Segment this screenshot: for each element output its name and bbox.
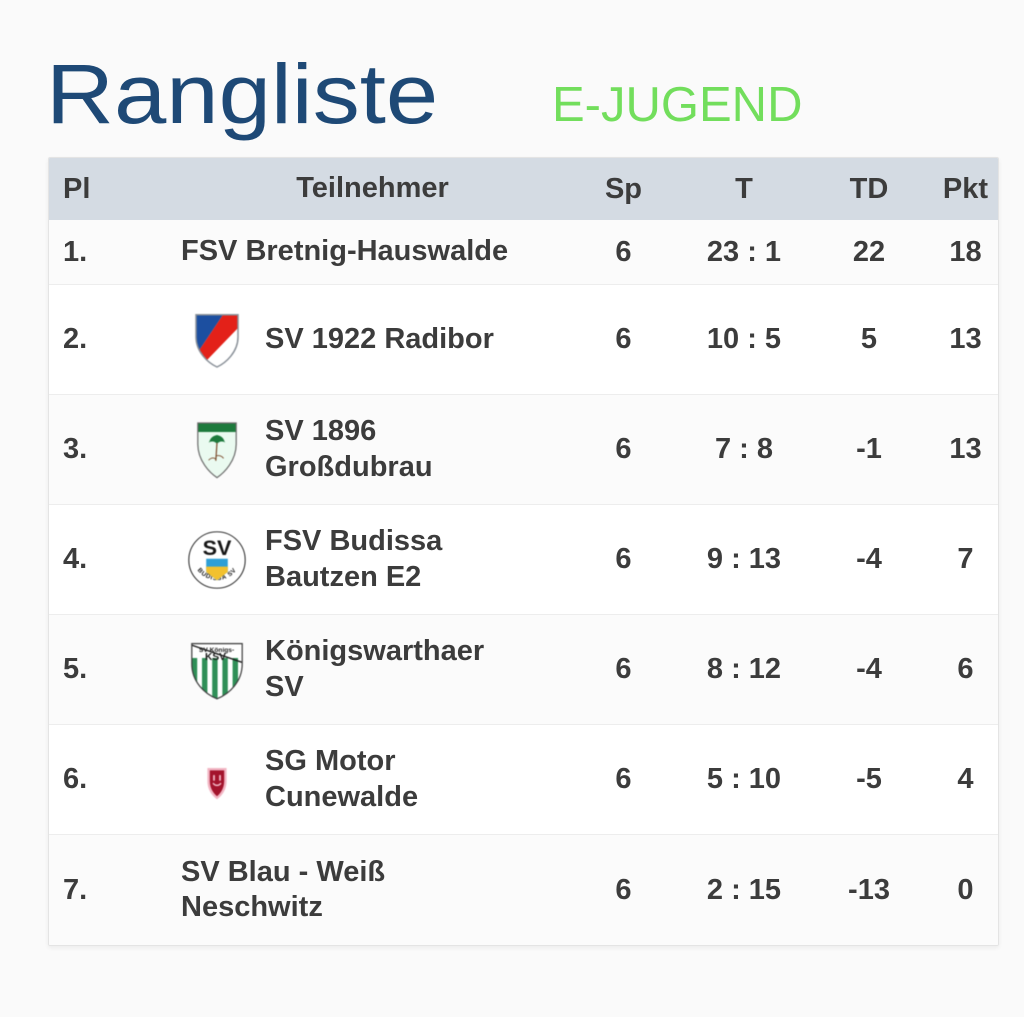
svg-text:SV: SV (203, 535, 232, 560)
svg-text:KSV: KSV (205, 651, 226, 662)
